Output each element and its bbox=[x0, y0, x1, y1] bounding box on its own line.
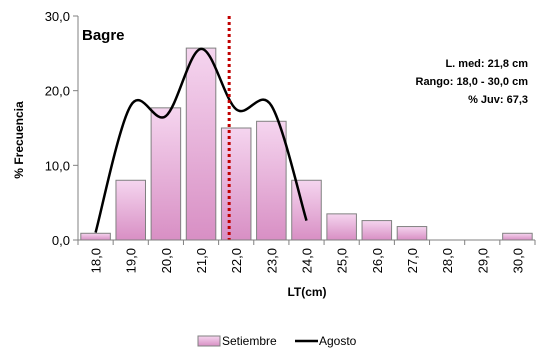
x-tick-labels: 18,0 19,0 20,0 21,0 22,0 23,0 24,0 25,0 26,0 27,0… bbox=[77, 240, 536, 273]
legend-label-agosto: Agosto bbox=[319, 334, 357, 348]
x-tick-label: 20,0 bbox=[159, 248, 174, 273]
x-tick-label: 23,0 bbox=[264, 248, 279, 273]
stat-range: Rango: 18,0 - 30,0 cm bbox=[416, 76, 529, 88]
legend-label-setiembre: Setiembre bbox=[222, 334, 277, 348]
x-tick-label: 22,0 bbox=[229, 248, 244, 273]
stat-mean-length: L. med: 21,8 cm bbox=[445, 58, 528, 70]
legend: Setiembre Agosto bbox=[197, 334, 357, 348]
bar-24-0 bbox=[291, 179, 322, 241]
y-axis-title: % Frecuencia bbox=[12, 101, 26, 179]
x-tick-label: 18,0 bbox=[89, 248, 104, 273]
x-tick-label: 21,0 bbox=[194, 248, 209, 273]
y-tick-label: 30,0 bbox=[45, 9, 70, 24]
x-axis-title: LT(cm) bbox=[287, 285, 326, 299]
x-tick-label: 19,0 bbox=[124, 248, 139, 273]
bar-30-0 bbox=[502, 232, 533, 241]
bar-series-setiembre bbox=[80, 47, 533, 241]
y-tick-label: 10,0 bbox=[45, 158, 70, 173]
bar-21-0 bbox=[185, 47, 217, 241]
stat-juvenile-percent: % Juv: 67,3 bbox=[468, 94, 528, 106]
y-tick-label: 20,0 bbox=[45, 84, 70, 99]
x-tick-label: 28,0 bbox=[440, 248, 455, 273]
x-tick-label: 30,0 bbox=[510, 248, 525, 273]
bar-27-0 bbox=[396, 226, 428, 241]
bar-26-0 bbox=[361, 220, 393, 241]
bar-25-0 bbox=[326, 213, 357, 241]
bar-23-0 bbox=[256, 120, 287, 241]
bar-19-0 bbox=[115, 179, 146, 241]
x-tick-label: 24,0 bbox=[300, 248, 315, 273]
x-tick-label: 27,0 bbox=[405, 248, 420, 273]
x-tick-label: 25,0 bbox=[335, 248, 350, 273]
legend-swatch-setiembre bbox=[197, 335, 221, 347]
species-label: Bagre bbox=[82, 27, 125, 44]
x-tick-label: 26,0 bbox=[370, 248, 385, 273]
y-tick-labels: 0,0 10,0 20,0 30,0 bbox=[45, 9, 78, 248]
bar-18-0 bbox=[80, 232, 111, 241]
x-tick-label: 29,0 bbox=[475, 248, 490, 273]
line-series-agosto bbox=[94, 47, 308, 233]
bar-22-0 bbox=[220, 127, 252, 241]
y-tick-label: 0,0 bbox=[52, 233, 70, 248]
bar-20-0 bbox=[150, 107, 182, 241]
